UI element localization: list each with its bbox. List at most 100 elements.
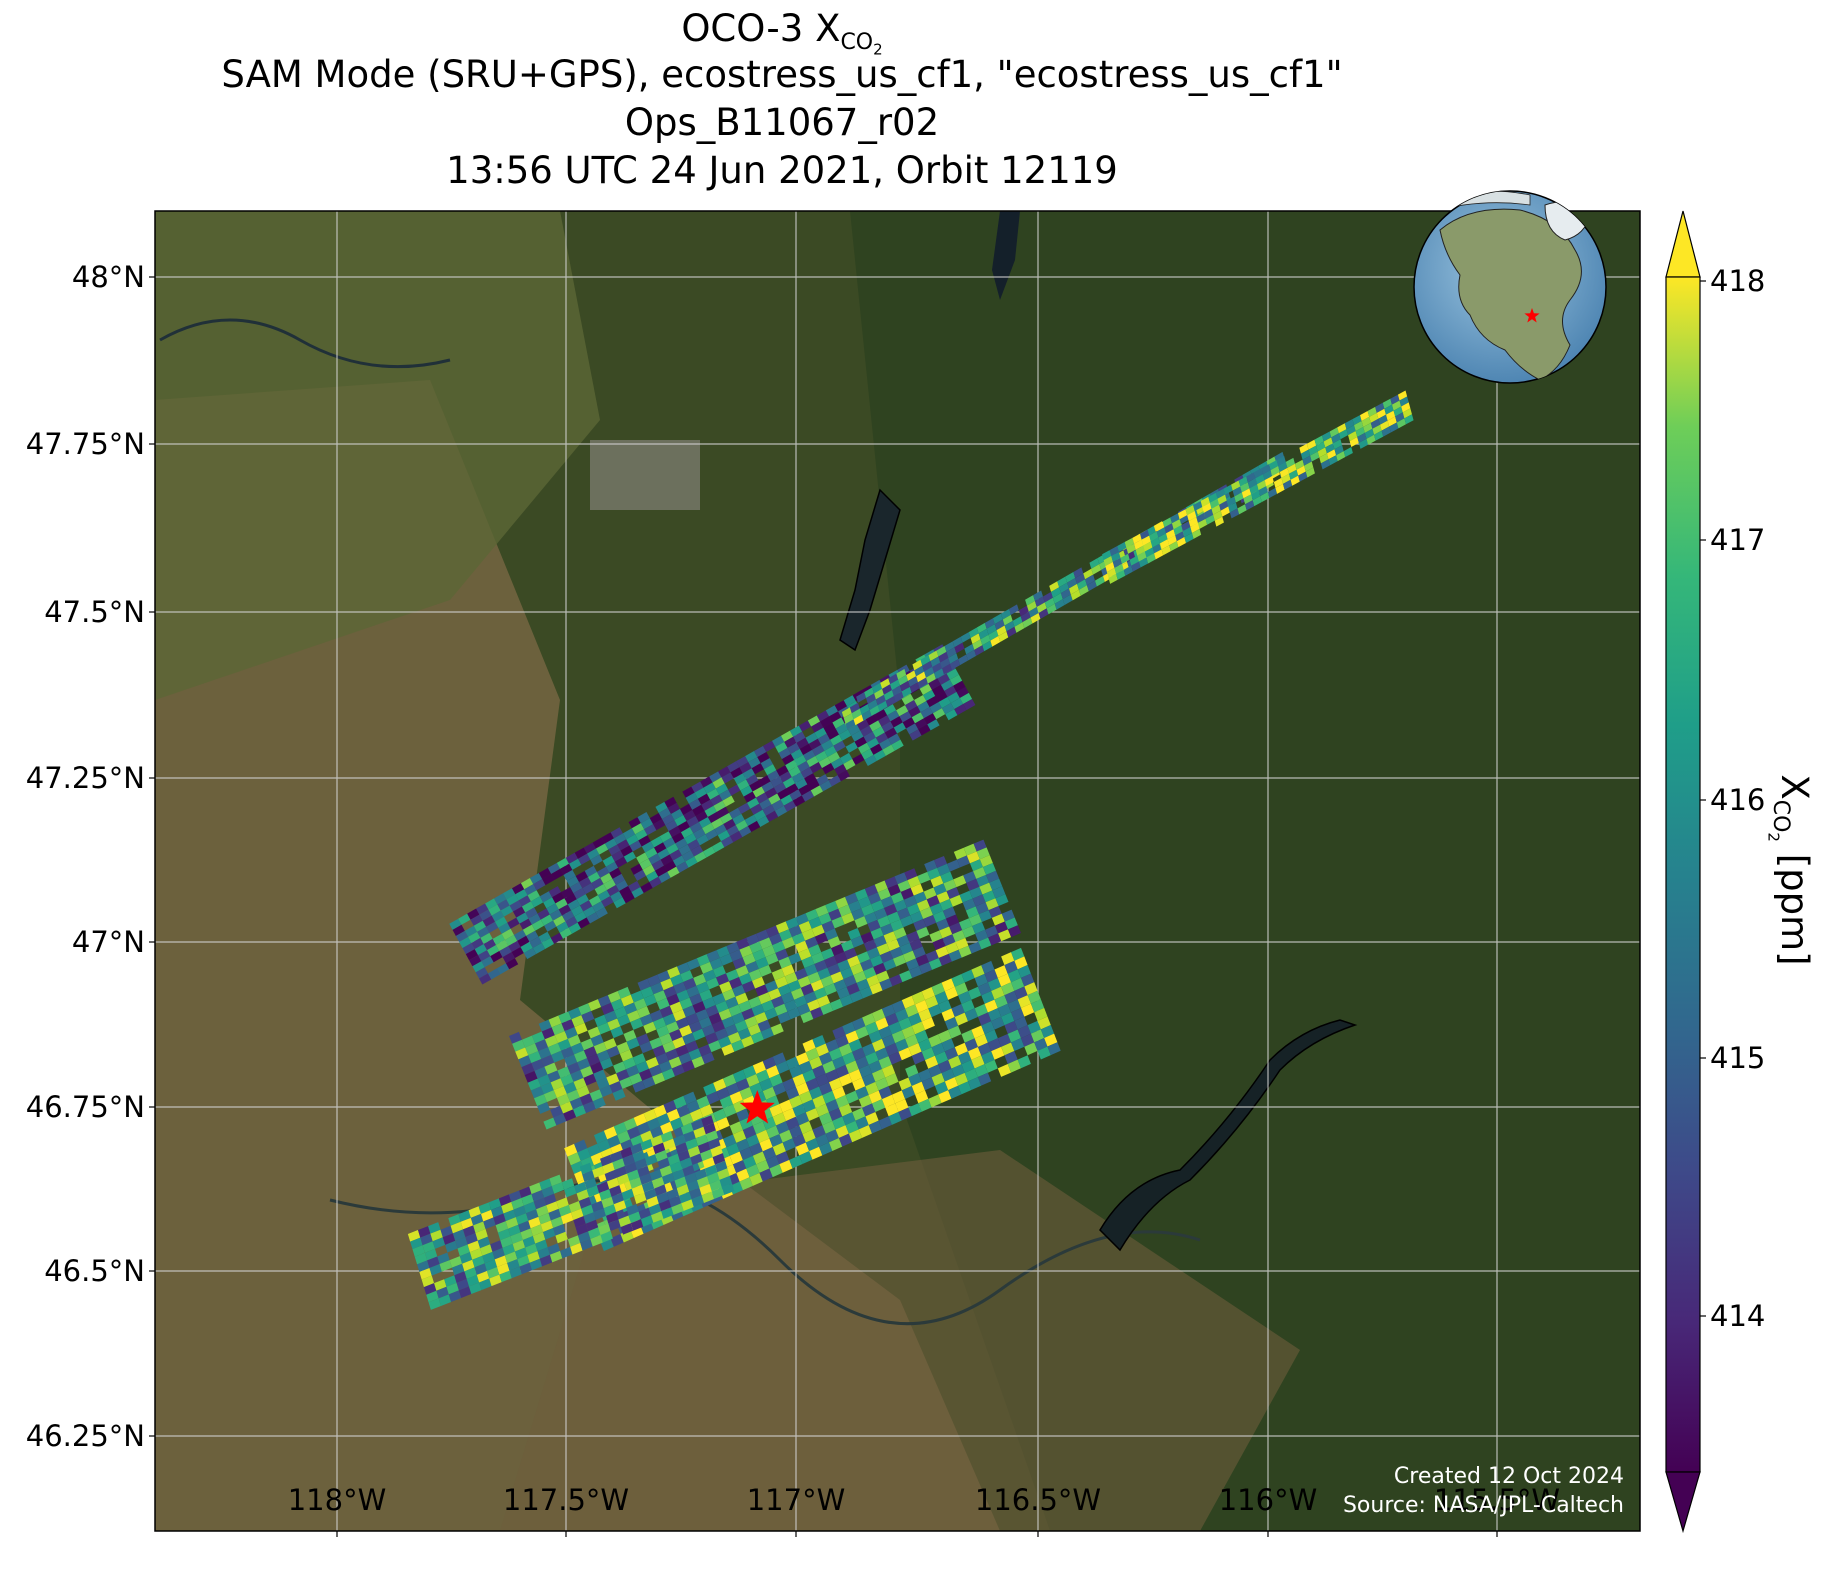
xco2-sounding	[832, 1116, 846, 1130]
xco2-sounding	[772, 941, 786, 953]
xco2-sounding	[923, 887, 937, 900]
xco2-sounding	[883, 704, 897, 716]
xco2-sounding	[964, 1038, 978, 1052]
xco2-sounding	[566, 1089, 580, 1102]
lat-tick-label: 47°N	[71, 925, 145, 959]
xco2-sounding	[1164, 523, 1174, 534]
xco2-sounding	[941, 1038, 955, 1052]
xco2-sounding	[499, 945, 512, 958]
xco2-sounding	[908, 706, 921, 718]
xco2-sounding	[739, 762, 752, 774]
xco2-sounding	[799, 1060, 813, 1074]
xco2-sounding	[631, 823, 645, 835]
xco2-sounding	[567, 899, 580, 911]
xco2-sounding	[868, 1090, 882, 1104]
xco2-sounding	[617, 1014, 631, 1027]
xco2-sounding	[695, 810, 708, 823]
xco2-sounding	[900, 680, 910, 692]
xco2-sounding	[492, 933, 505, 945]
xco2-sounding	[978, 910, 992, 922]
xco2-sounding	[908, 1103, 922, 1117]
xco2-sounding	[1170, 513, 1180, 524]
xco2-sounding	[1014, 622, 1025, 633]
xco2-sounding	[760, 758, 773, 770]
xco2-sounding	[828, 1047, 843, 1061]
xco2-sounding	[733, 1160, 747, 1174]
xco2-sounding	[607, 990, 621, 1003]
xco2-sounding	[515, 1213, 529, 1225]
xco2-sounding	[637, 1006, 651, 1019]
xco2-sounding	[787, 980, 801, 992]
xco2-sounding	[836, 987, 850, 999]
xco2-sounding	[577, 1058, 591, 1071]
xco2-sounding	[550, 932, 564, 944]
xco2-sounding	[449, 1256, 463, 1268]
xco2-sounding	[1193, 501, 1203, 512]
xco2-sounding	[677, 1149, 691, 1162]
xco2-sounding	[652, 1072, 666, 1085]
xco2-sounding	[432, 1237, 446, 1249]
xco2-sounding	[918, 1098, 932, 1112]
xco2-sounding	[603, 1126, 618, 1140]
xco2-sounding	[508, 1224, 521, 1237]
xco2-sounding	[673, 982, 687, 994]
xco2-sounding	[881, 721, 894, 733]
xco2-sounding	[482, 1251, 495, 1264]
xco2-sounding	[670, 1117, 684, 1131]
xco2-sounding	[708, 1040, 722, 1053]
xco2-sounding	[1306, 439, 1317, 450]
xco2-sounding	[505, 1217, 519, 1229]
xco2-sounding	[955, 937, 969, 950]
xco2-sounding	[736, 937, 750, 950]
xco2-sounding	[822, 763, 835, 775]
xco2-sounding	[1267, 487, 1278, 498]
xco2-sounding	[867, 919, 881, 932]
xco2-sounding	[600, 1154, 613, 1167]
xco2-sounding	[663, 986, 677, 998]
xco2-sounding	[715, 783, 729, 795]
xco2-sounding	[945, 942, 959, 954]
globe-land-north-america	[1439, 208, 1582, 381]
xco2-sounding	[847, 955, 861, 968]
xco2-sounding	[590, 854, 603, 866]
xco2-sounding	[854, 736, 867, 748]
xco2-sounding	[547, 1070, 561, 1083]
xco2-sounding	[1391, 400, 1402, 411]
xco2-sounding	[641, 841, 655, 853]
xco2-sounding	[820, 716, 833, 728]
xco2-sounding	[1328, 455, 1338, 466]
xco2-sounding	[786, 783, 799, 795]
xco2-sounding	[928, 1034, 942, 1048]
xco2-sounding	[469, 1248, 483, 1260]
xco2-sounding	[1017, 1025, 1031, 1039]
xco2-sounding	[523, 1201, 537, 1214]
xco2-sounding	[1106, 567, 1117, 578]
xco2-sounding	[1320, 459, 1331, 470]
xco2-sounding	[718, 766, 731, 778]
xco2-sounding	[509, 1031, 523, 1044]
xco2-sounding	[978, 937, 992, 950]
xco2-sounding	[1278, 461, 1288, 472]
xco2-sounding	[879, 950, 893, 963]
xco2-sounding	[483, 1217, 496, 1230]
xco2-sounding	[735, 819, 748, 832]
xco2-sounding	[840, 967, 854, 980]
xco2-sounding	[776, 1151, 790, 1165]
xco2-sounding	[949, 922, 963, 935]
xco2-sounding	[858, 896, 872, 909]
xco2-sounding	[820, 1003, 834, 1015]
xco2-sounding	[649, 1037, 663, 1050]
xco2-sounding	[797, 1003, 811, 1016]
xco2-sounding	[905, 1004, 919, 1018]
xco2-sounding	[774, 805, 788, 817]
xco2-sounding	[834, 700, 848, 712]
xco2-sounding	[898, 1077, 912, 1091]
xco2-sounding	[549, 1174, 562, 1187]
xco2-sounding	[698, 816, 712, 829]
xco2-sounding	[669, 1195, 682, 1208]
xco2-sounding	[479, 973, 492, 985]
xco2-sounding	[452, 1263, 465, 1276]
xco2-sounding	[1089, 558, 1100, 569]
xco2-sounding	[1274, 451, 1285, 463]
xco2-sounding	[656, 1192, 670, 1204]
